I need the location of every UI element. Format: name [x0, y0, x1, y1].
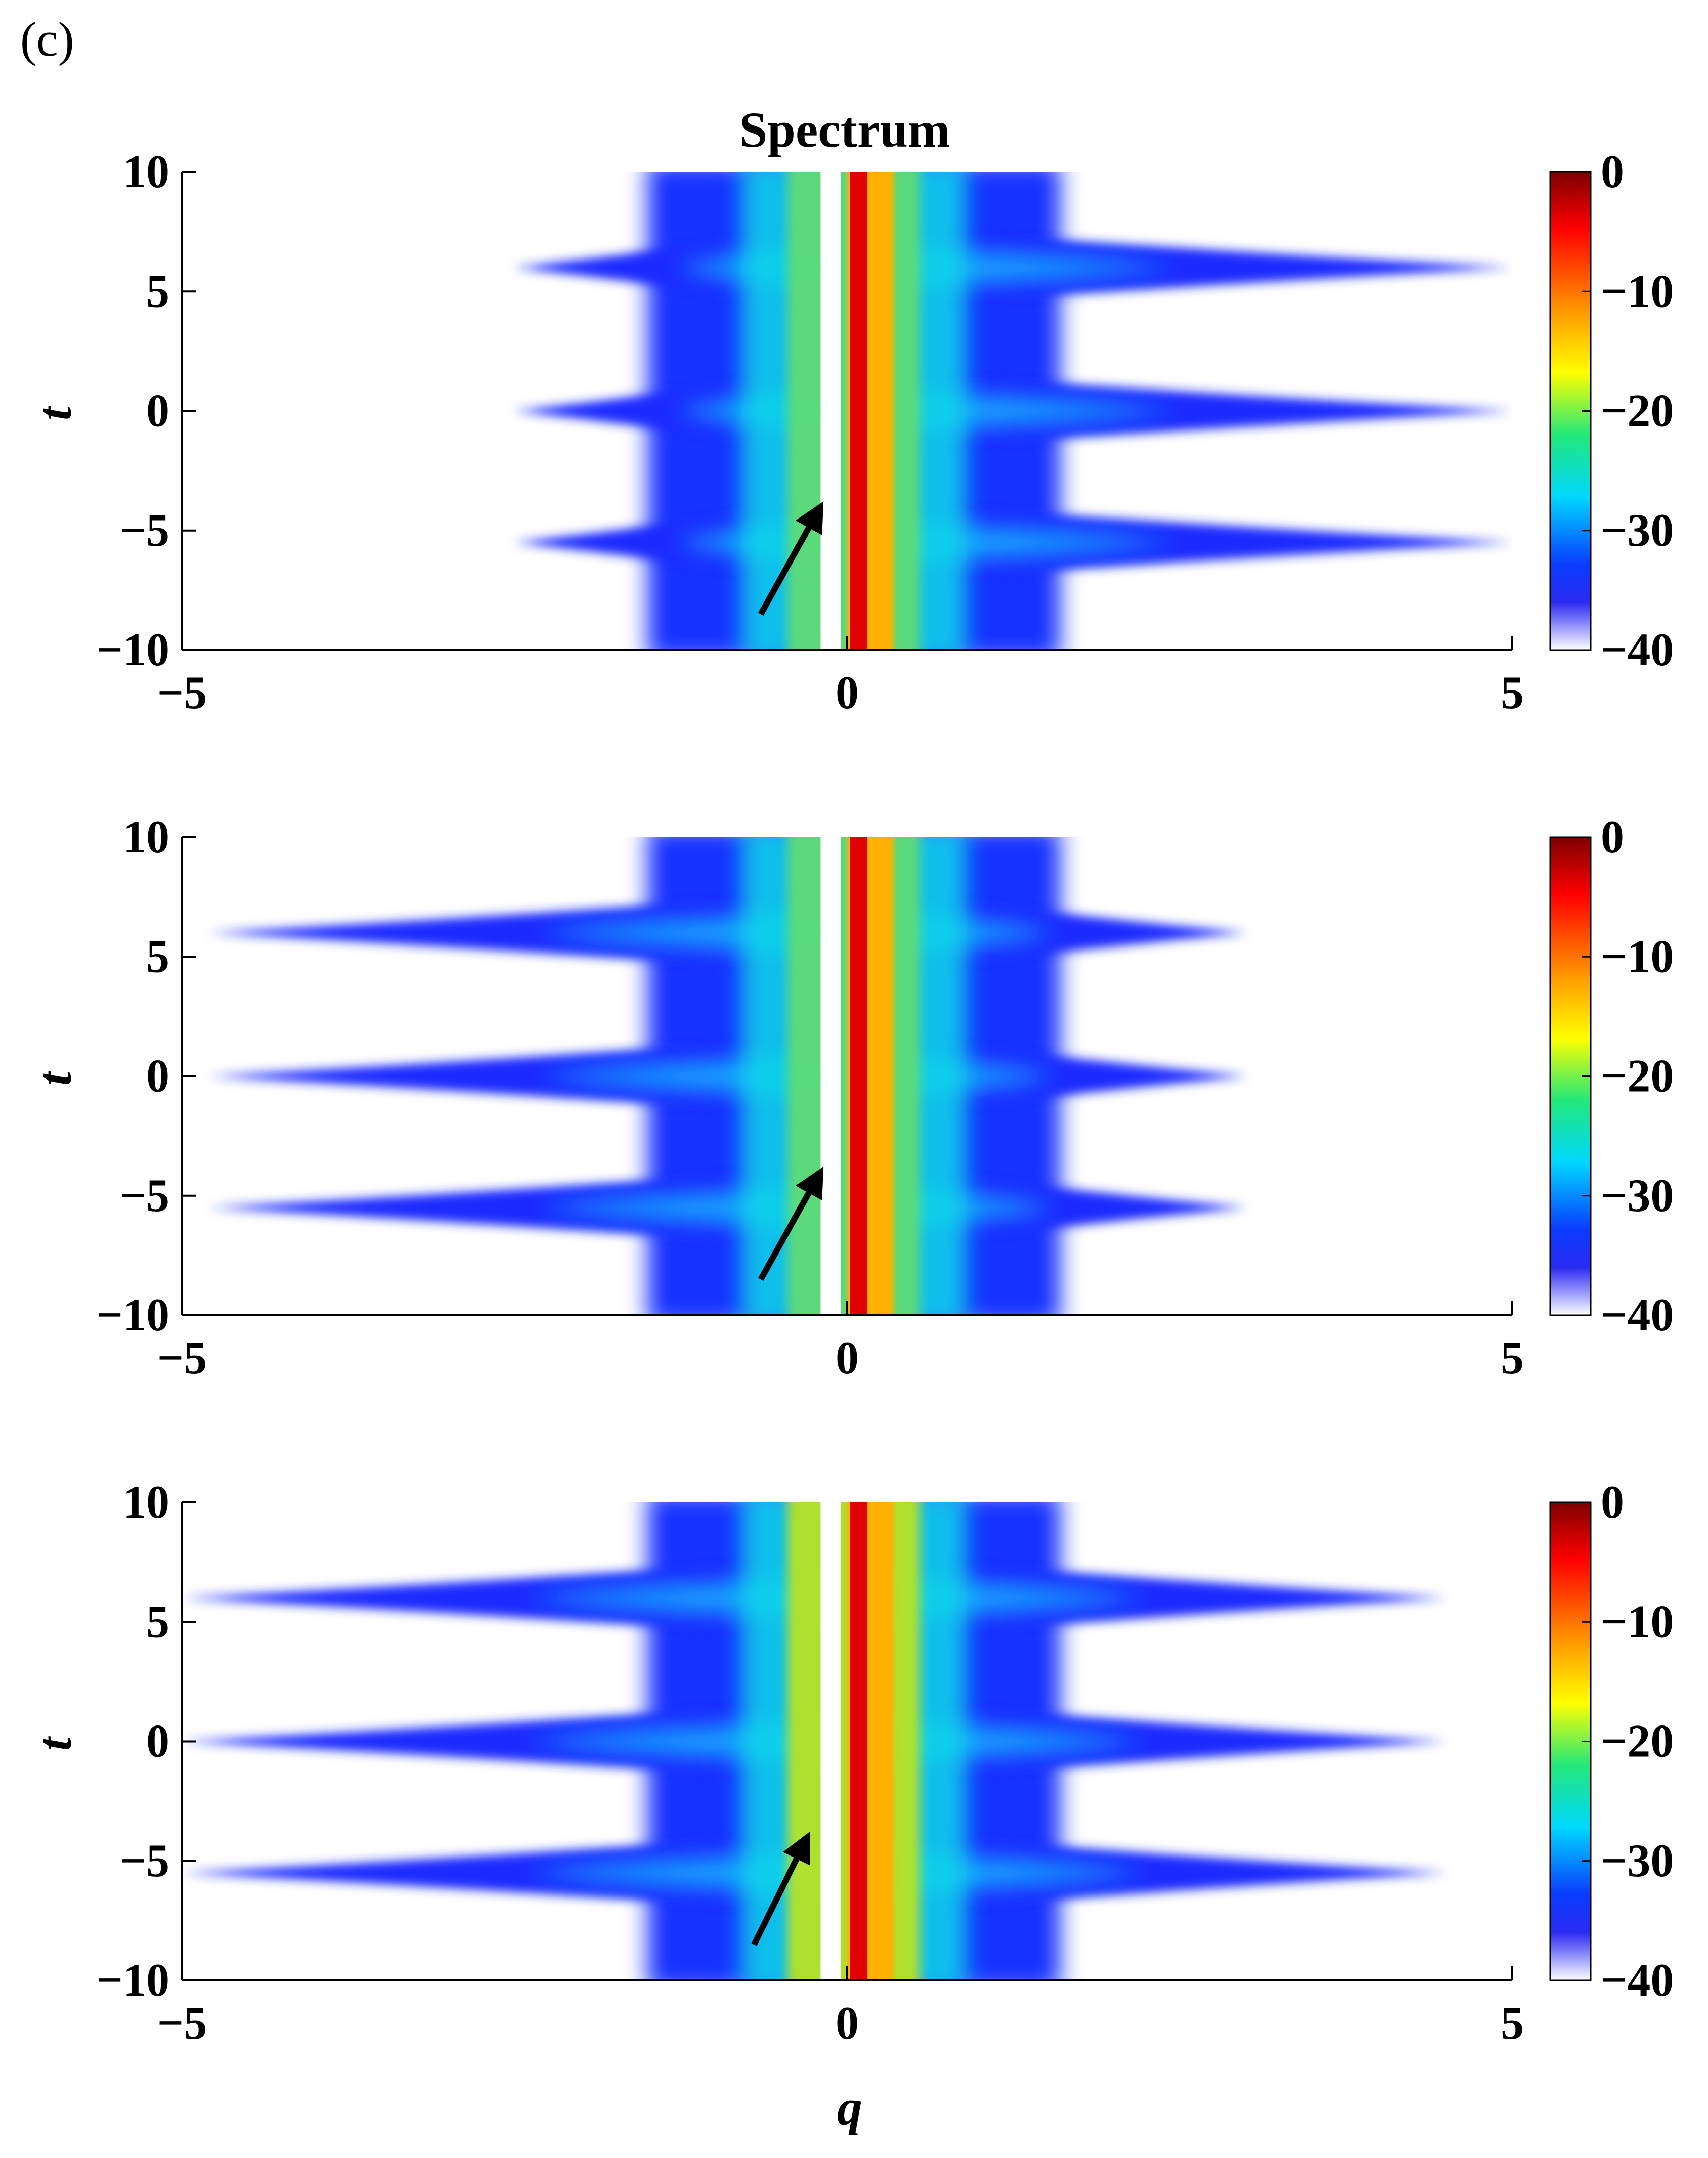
colorbar-tick-label: −40 — [1601, 1289, 1674, 1341]
panel-label: (c) — [20, 12, 74, 66]
spectral-lobe — [182, 1560, 808, 1636]
colorbar-tick-label: −10 — [1601, 930, 1674, 982]
spectral-lobe — [514, 229, 808, 306]
spectral-lobe-inner — [525, 1720, 808, 1763]
spectral-lobe — [900, 1038, 1246, 1115]
colorbar-tick-label: −10 — [1601, 1595, 1674, 1647]
y-tick-label: −10 — [97, 624, 169, 675]
spectral-core — [850, 837, 867, 1315]
colorbar-scale — [1549, 171, 1592, 651]
spectral-lobe-inner — [538, 1055, 808, 1098]
y-tick-label: −5 — [120, 1170, 169, 1221]
colorbar-tick-label: 0 — [1601, 811, 1624, 862]
spectral-lobe — [182, 1834, 808, 1911]
y-tick-label: 0 — [146, 385, 169, 437]
x-tick-label: 0 — [836, 1997, 859, 2049]
annotation-arrow — [758, 1167, 824, 1281]
colorbar-tick-label: −10 — [1601, 265, 1674, 317]
annotation-arrow — [758, 501, 824, 616]
colorbar-tick-label: −30 — [1601, 1835, 1674, 1886]
white-gap — [820, 837, 841, 1315]
spectral-lobe-inner — [900, 521, 1176, 564]
y-tick-label: 5 — [146, 265, 169, 317]
y-axis-label: t — [27, 1070, 81, 1086]
white-gap — [820, 172, 841, 650]
spectral-lobe — [900, 1834, 1446, 1911]
y-tick-label: 10 — [123, 811, 169, 862]
colorbar-tick-label: −30 — [1601, 1170, 1674, 1221]
x-tick-label: −5 — [157, 667, 207, 718]
colorbar-tick-label: −30 — [1601, 504, 1674, 556]
colorbar-tick-label: −20 — [1601, 1050, 1674, 1102]
colorbar-tick-label: −20 — [1601, 1715, 1674, 1767]
y-tick-label: −10 — [97, 1289, 169, 1341]
colorbar-tick-label: 0 — [1601, 1476, 1624, 1528]
spectral-lobe-inner — [525, 1851, 808, 1894]
spectral-lobe — [900, 504, 1512, 581]
x-tick-label: 5 — [1501, 1332, 1524, 1384]
annotation-arrow — [751, 1831, 810, 1946]
colorbar-3: 0 −10 −20 −30 −40 — [1549, 1476, 1674, 2006]
figure-title: Spectrum — [739, 102, 950, 158]
y-tick-label: −5 — [120, 1835, 169, 1886]
colorbar-1: 0 −10 −20 −30 −40 — [1549, 146, 1674, 675]
heatmap-field — [514, 172, 1512, 650]
heatmap-field — [182, 1502, 1446, 1980]
y-tick-label: 10 — [123, 146, 169, 197]
spectral-lobe-inner — [900, 390, 1176, 433]
spectral-lobe-inner — [538, 1186, 808, 1229]
spectral-lobe-inner — [900, 246, 1176, 289]
spectral-lobe-inner — [525, 1577, 808, 1619]
y-tick-label: 0 — [146, 1050, 169, 1102]
x-axis-label: q — [837, 2080, 862, 2136]
y-tick-label: 0 — [146, 1715, 169, 1767]
spectral-lobe — [900, 1703, 1446, 1780]
y-tick-label: −10 — [97, 1954, 169, 2006]
spectral-lobe — [208, 1038, 808, 1115]
y-tick-label: 5 — [146, 930, 169, 982]
spectral-lobe — [900, 894, 1246, 971]
spectral-lobe — [208, 1169, 808, 1246]
x-tick-label: 0 — [836, 1332, 859, 1384]
y-axis-label: t — [27, 1736, 81, 1751]
x-tick-label: −5 — [157, 1997, 207, 2049]
y-tick-label: 10 — [123, 1476, 169, 1528]
x-tick-label: −5 — [157, 1332, 207, 1384]
colorbar-tick-label: −20 — [1601, 385, 1674, 437]
spectral-lobe — [514, 504, 808, 581]
colorbar-2: 0 −10 −20 −30 −40 — [1549, 811, 1674, 1341]
spectral-lobe — [182, 1703, 808, 1780]
heatmap-field — [208, 837, 1246, 1315]
y-tick-label: 5 — [146, 1595, 169, 1647]
spectral-lobe — [900, 372, 1512, 450]
spectral-lobe-inner — [538, 912, 808, 954]
spectral-lobe — [900, 1560, 1446, 1636]
y-axis-label: t — [27, 405, 81, 420]
spectral-lobe — [900, 229, 1512, 306]
spectral-lobe — [208, 894, 808, 971]
x-tick-label: 5 — [1501, 1997, 1524, 2049]
spectral-lobe — [514, 372, 808, 450]
colorbar-tick-label: 0 — [1601, 146, 1624, 197]
spectral-lobe — [900, 1169, 1246, 1246]
white-gap — [820, 1502, 841, 1980]
x-tick-label: 5 — [1501, 667, 1524, 718]
spectral-core — [850, 1502, 867, 1980]
spectral-core — [850, 172, 867, 650]
x-tick-label: 0 — [836, 667, 859, 718]
colorbar-tick-label: −40 — [1601, 1954, 1674, 2006]
y-tick-label: −5 — [120, 504, 169, 556]
colorbar-tick-label: −40 — [1601, 624, 1674, 675]
